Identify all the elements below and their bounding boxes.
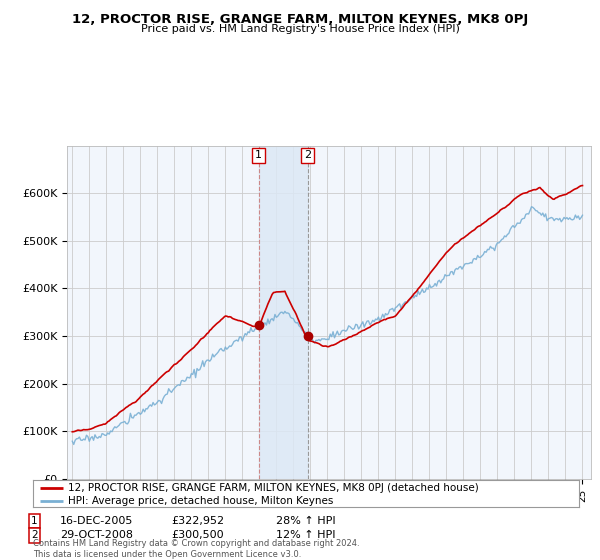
Bar (259, 146, 308, 479)
Text: 2: 2 (304, 151, 311, 160)
Text: 12% ↑ HPI: 12% ↑ HPI (276, 530, 335, 540)
Text: Price paid vs. HM Land Registry's House Price Index (HPI): Price paid vs. HM Land Registry's House … (140, 24, 460, 34)
Text: 12, PROCTOR RISE, GRANGE FARM, MILTON KEYNES, MK8 0PJ (detached house): 12, PROCTOR RISE, GRANGE FARM, MILTON KE… (68, 483, 479, 493)
Text: 28% ↑ HPI: 28% ↑ HPI (276, 516, 335, 526)
Text: £300,500: £300,500 (171, 530, 224, 540)
Text: 16-DEC-2005: 16-DEC-2005 (60, 516, 133, 526)
Text: Contains HM Land Registry data © Crown copyright and database right 2024.
This d: Contains HM Land Registry data © Crown c… (33, 539, 359, 559)
Text: £322,952: £322,952 (171, 516, 224, 526)
Text: 1: 1 (255, 151, 262, 160)
Text: 29-OCT-2008: 29-OCT-2008 (60, 530, 133, 540)
Text: HPI: Average price, detached house, Milton Keynes: HPI: Average price, detached house, Milt… (68, 496, 334, 506)
Text: 2: 2 (31, 530, 38, 540)
Text: 1: 1 (31, 516, 38, 526)
Text: 12, PROCTOR RISE, GRANGE FARM, MILTON KEYNES, MK8 0PJ: 12, PROCTOR RISE, GRANGE FARM, MILTON KE… (72, 13, 528, 26)
